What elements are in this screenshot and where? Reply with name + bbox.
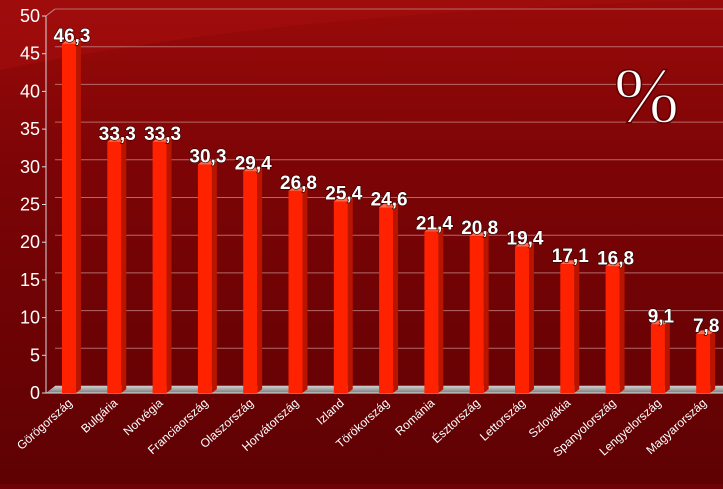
bar: [197, 160, 217, 393]
percent-sign: %: [614, 52, 679, 139]
data-label: 9,1: [648, 306, 675, 327]
y-tick-label: 25: [20, 195, 40, 215]
bar-top: [288, 187, 308, 191]
bar: [62, 40, 81, 393]
bar: [107, 138, 127, 393]
background-swoosh: [0, 0, 723, 70]
data-label: 26,8: [280, 173, 317, 194]
bar-side: [574, 260, 580, 393]
data-label: 33,3: [99, 124, 136, 145]
bar-side: [619, 262, 625, 393]
bar-top: [650, 320, 670, 325]
bar-side: [166, 138, 172, 393]
bar-top: [605, 262, 625, 267]
bar-front: [696, 334, 711, 393]
y-tick-label: 35: [20, 119, 40, 139]
data-label: 7,8: [693, 316, 719, 337]
bar-side: [393, 203, 399, 393]
bar-top: [469, 232, 489, 237]
data-label: 19,4: [507, 229, 544, 250]
bar-side: [347, 197, 353, 393]
bar-front: [243, 171, 258, 393]
bar: [696, 330, 716, 393]
bar-side: [529, 242, 534, 393]
bar-side: [76, 40, 81, 393]
bar-front: [469, 236, 484, 393]
bar-side: [483, 232, 489, 393]
bar-side: [438, 227, 444, 393]
y-tick-label: 30: [20, 157, 40, 177]
data-label: 33,3: [144, 124, 181, 145]
bar: [650, 320, 670, 393]
bar: [560, 260, 580, 393]
bar-top: [62, 40, 81, 44]
bar-front: [379, 207, 394, 393]
bar: [605, 262, 625, 393]
bar-front: [197, 164, 212, 393]
data-label: 21,4: [416, 214, 453, 235]
data-label: 17,1: [552, 246, 589, 267]
bar-side: [257, 167, 263, 393]
bars: [62, 40, 716, 393]
y-tick-label: 45: [20, 44, 40, 64]
bar: [515, 242, 534, 393]
bar: [333, 197, 353, 393]
bar-top: [197, 160, 217, 165]
y-tick-label: 10: [20, 308, 40, 328]
bar-side: [121, 138, 127, 393]
data-label: 20,8: [461, 218, 498, 239]
y-tick-label: 20: [20, 232, 40, 252]
data-labels: 46,3 33,3 33,3 30,3 29,4 26,8 25,4 24,6 21,4 20,8…: [53, 25, 720, 337]
data-label: 29,4: [235, 153, 272, 174]
bar-top: [515, 242, 534, 247]
bar-side: [302, 187, 308, 393]
bar-front: [515, 246, 529, 393]
y-tick-label: 0: [30, 383, 40, 403]
bar: [288, 187, 308, 393]
bar-top: [424, 227, 444, 232]
bar-top: [696, 330, 716, 335]
bar-front: [62, 43, 76, 393]
data-label: 25,4: [325, 183, 362, 204]
y-tick-label: 5: [30, 345, 40, 365]
bar-top: [379, 203, 399, 208]
data-label: 24,6: [371, 190, 408, 211]
bar-top: [107, 138, 127, 142]
y-tick-label: 40: [20, 81, 40, 101]
bar: [469, 232, 489, 393]
bar-top: [152, 138, 172, 142]
bar-front: [650, 324, 665, 393]
bar-front: [424, 231, 439, 393]
data-label: 16,8: [597, 248, 634, 269]
bar: [424, 227, 444, 393]
bar: [243, 167, 263, 393]
bar-front: [107, 141, 122, 393]
bar-side: [710, 330, 716, 393]
bar-front: [605, 266, 620, 393]
bar: [379, 203, 399, 393]
bar-front: [333, 201, 348, 393]
data-label: 46,3: [54, 26, 91, 47]
bar-side: [211, 160, 217, 393]
y-tick-label: 50: [20, 6, 40, 26]
bar-front: [152, 141, 167, 393]
bar-side: [664, 320, 670, 393]
bar-top: [560, 260, 580, 265]
bar: [152, 138, 172, 393]
bar-top: [333, 197, 353, 202]
y-tick-label: 15: [20, 270, 40, 290]
bar-top: [243, 167, 263, 172]
bar-front: [560, 264, 575, 393]
y-axis-depth-line: [45, 8, 56, 17]
bar-front: [288, 190, 303, 393]
data-label: 30,3: [189, 147, 226, 168]
